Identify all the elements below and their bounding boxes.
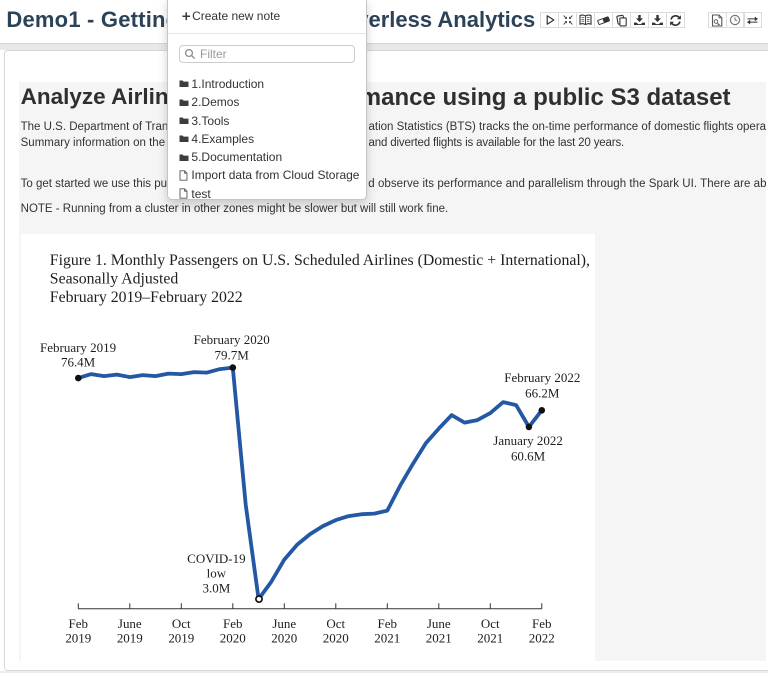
svg-text:Feb: Feb (223, 616, 242, 631)
svg-text:2019: 2019 (169, 631, 195, 646)
svg-text:2021: 2021 (375, 631, 401, 646)
svg-text:Feb: Feb (378, 616, 397, 631)
svg-text:February 2022: February 2022 (505, 370, 581, 385)
svg-text:2021: 2021 (478, 631, 504, 646)
svg-text:66.2M: 66.2M (525, 386, 560, 401)
svg-text:Oct: Oct (481, 616, 500, 631)
svg-text:2020: 2020 (272, 631, 298, 646)
svg-text:79.7M: 79.7M (215, 348, 250, 363)
svg-text:2020: 2020 (323, 631, 349, 646)
svg-text:June: June (273, 616, 297, 631)
svg-text:Feb: Feb (532, 616, 551, 631)
svg-text:60.6M: 60.6M (511, 449, 546, 464)
svg-text:June: June (427, 616, 451, 631)
svg-text:February 2019–February 2022: February 2019–February 2022 (50, 289, 243, 306)
svg-text:Oct: Oct (172, 616, 191, 631)
svg-text:3.0M: 3.0M (203, 581, 231, 596)
svg-text:Feb: Feb (69, 616, 88, 631)
svg-text:2019: 2019 (66, 631, 92, 646)
svg-text:January 2022: January 2022 (494, 433, 564, 448)
svg-text:Oct: Oct (327, 616, 346, 631)
svg-text:76.4M: 76.4M (61, 355, 96, 370)
svg-text:Figure 1. Monthly Passengers o: Figure 1. Monthly Passengers on U.S. Sch… (50, 252, 590, 269)
svg-text:February 2020: February 2020 (194, 332, 270, 347)
svg-text:2019: 2019 (117, 631, 143, 646)
svg-text:COVID-19: COVID-19 (187, 551, 245, 566)
svg-text:2021: 2021 (426, 631, 452, 646)
svg-text:2020: 2020 (220, 631, 246, 646)
svg-text:June: June (118, 616, 142, 631)
svg-text:2022: 2022 (529, 631, 555, 646)
svg-text:Seasonally Adjusted: Seasonally Adjusted (50, 271, 179, 288)
svg-text:low: low (207, 566, 227, 581)
svg-text:February 2019: February 2019 (40, 340, 116, 355)
